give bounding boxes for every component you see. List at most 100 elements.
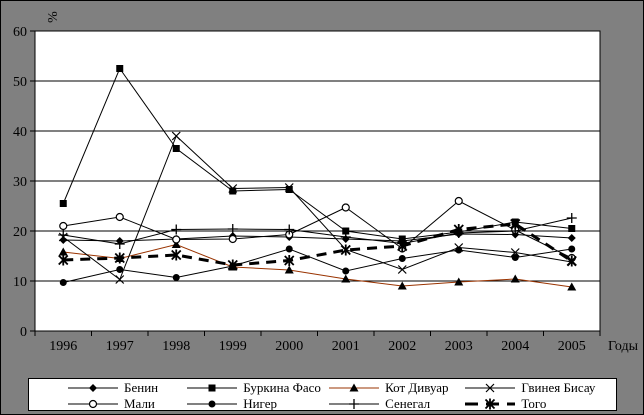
x-tick-label: 2004 [501, 339, 529, 354]
y-tick-label: 40 [13, 125, 27, 140]
series-line-6 [63, 248, 572, 283]
legend-item-7: Сенегал [328, 396, 464, 412]
legend-key-circle-filled [187, 400, 238, 408]
series-line-1 [63, 233, 572, 242]
series-line-7 [63, 217, 572, 245]
legend-key-circle-open [68, 399, 118, 409]
marker-triangle [349, 383, 359, 392]
legend-label: Нигер [243, 396, 277, 411]
marker-circle-open [454, 196, 463, 206]
x-axis-title: Годы [608, 339, 639, 354]
y-tick-label: 20 [13, 225, 27, 240]
legend-label: Бенин [124, 380, 159, 395]
marker-triangle [58, 247, 68, 256]
y-tick-label: 30 [13, 175, 27, 190]
marker-circle-filled [568, 245, 576, 253]
marker-circle-filled [285, 245, 293, 253]
legend-label: Кот Дивуар [385, 380, 449, 395]
marker-triangle [284, 265, 294, 274]
marker-circle-open [228, 234, 237, 244]
marker-x [228, 184, 238, 193]
marker-triangle [341, 274, 351, 283]
marker-diamond [89, 384, 97, 392]
y-tick-label: 0 [20, 325, 27, 340]
legend-key-triangle [329, 383, 380, 392]
marker-diamond [567, 234, 576, 242]
marker-x [171, 131, 181, 141]
legend-label: Гвинея Бисау [521, 380, 596, 395]
legend-label: Того [521, 396, 547, 411]
marker-square [342, 227, 350, 235]
legend-key-square [187, 384, 238, 392]
marker-star6 [485, 398, 496, 410]
legend-key-plus [329, 399, 380, 409]
marker-circle-filled [208, 400, 216, 408]
marker-square [208, 384, 216, 392]
marker-x [397, 265, 407, 274]
series-line-3 [63, 243, 572, 288]
legend-label: Буркина Фасо [243, 380, 321, 395]
marker-star6 [340, 244, 351, 256]
marker-triangle [567, 282, 577, 291]
x-tick-label: 2003 [445, 339, 473, 354]
x-tick-label: 1999 [219, 339, 247, 354]
marker-x [510, 248, 520, 257]
marker-plus [349, 399, 360, 409]
marker-circle-open [172, 235, 181, 244]
marker-star6 [397, 240, 408, 252]
marker-circle-filled [59, 279, 67, 286]
marker-circle-filled [172, 274, 180, 281]
marker-triangle [397, 281, 407, 290]
legend-box: Бенин Буркина Фасо Кот Дивуар Гвинея Бисау М… [28, 378, 617, 411]
series-line-8 [63, 222, 573, 267]
marker-star6 [58, 254, 69, 266]
marker-star6 [284, 255, 295, 266]
legend-item-1: Бенин [67, 380, 186, 396]
marker-triangle [454, 277, 464, 286]
marker-plus [114, 239, 125, 249]
x-tick-label: 1997 [106, 339, 134, 354]
series-line-4 [62, 135, 572, 281]
marker-square [116, 65, 124, 72]
legend-item-8: Того [464, 396, 612, 412]
legend-key-star6 [465, 398, 516, 410]
marker-circle-open [59, 221, 68, 231]
legend-item-6: Нигер [186, 396, 328, 412]
marker-circle-open [88, 399, 98, 409]
plot-area: 0 10 20 30 40 50 60 1996 1997 1998 1999 2000 2001 200… [13, 11, 639, 354]
marker-circle-open [115, 212, 124, 222]
marker-star6 [171, 249, 182, 261]
marker-star6 [566, 255, 577, 267]
marker-square [285, 186, 293, 193]
marker-plus [284, 224, 295, 235]
marker-x [485, 383, 495, 393]
marker-circle-filled [342, 267, 350, 275]
marker-square [229, 187, 237, 195]
marker-circle-open [341, 203, 350, 212]
marker-star6 [227, 259, 238, 271]
legend-key-x [465, 383, 516, 393]
marker-circle-filled [398, 255, 406, 262]
series-line-5 [63, 200, 572, 259]
marker-plus [566, 213, 577, 223]
y-tick-label: 50 [13, 75, 27, 90]
x-tick-label: 2002 [388, 339, 416, 354]
legend-key-diamond [68, 384, 118, 392]
marker-triangle [171, 240, 181, 248]
marker-star6 [510, 218, 521, 230]
marker-circle-filled [511, 254, 519, 261]
x-tick-label: 2001 [332, 339, 360, 354]
marker-square [172, 145, 180, 152]
legend-item-3: Кот Дивуар [328, 380, 464, 396]
x-tick-label: 1996 [49, 339, 77, 354]
x-tick-label: 2000 [275, 339, 303, 354]
legend-item-2: Буркина Фасо [186, 380, 328, 396]
marker-square [59, 200, 67, 207]
marker-x [284, 183, 294, 192]
marker-plus [58, 230, 69, 240]
y-tick-label: 10 [13, 275, 27, 290]
marker-plus [227, 224, 238, 234]
marker-triangle [510, 274, 520, 283]
legend-label: Сенегал [385, 396, 431, 411]
